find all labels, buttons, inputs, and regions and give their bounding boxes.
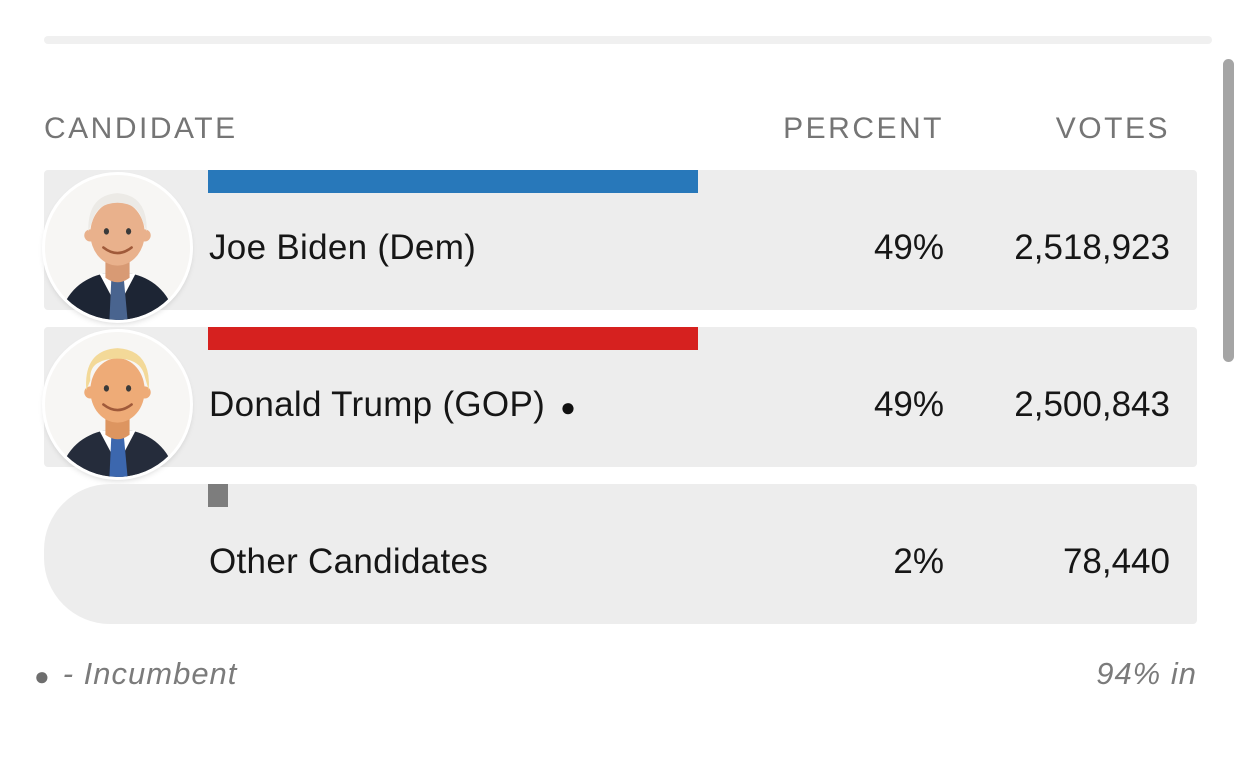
candidate-row-trump: Donald Trump (GOP) ● 49% 2,500,843 [44, 327, 1197, 477]
table-header-row: CANDIDATE PERCENT VOTES [44, 112, 1197, 152]
scrollbar-thumb[interactable] [1223, 59, 1234, 362]
incumbent-legend-label: - Incumbent [62, 656, 238, 691]
candidate-row-other: Other Candidates 2% 78,440 [44, 484, 1197, 624]
candidate-name-label: Donald Trump (GOP) [209, 385, 546, 424]
percent-value: 2% [893, 542, 944, 581]
percent-value: 49% [873, 385, 944, 424]
candidate-name-label: Other Candidates [209, 542, 489, 581]
votes-value: 78,440 [1062, 542, 1170, 581]
column-header-votes: VOTES [1055, 112, 1170, 145]
candidate-row-biden: Joe Biden (Dem) 49% 2,518,923 [44, 170, 1197, 320]
result-bar [208, 170, 698, 193]
votes-value: 2,500,843 [1014, 385, 1170, 424]
column-header-candidate: CANDIDATE [44, 112, 238, 145]
candidate-photo [45, 175, 190, 320]
results-table: CANDIDATE PERCENT VOTES [34, 0, 1197, 766]
table-footer: ● - Incumbent 94% in [34, 656, 1197, 702]
votes-value: 2,518,923 [1014, 228, 1170, 267]
candidate-name: Joe Biden (Dem) [209, 170, 491, 310]
incumbent-dot-icon: ● [560, 392, 577, 422]
percent-value: 49% [873, 228, 944, 267]
candidate-photo [45, 332, 190, 477]
candidate-name: Other Candidates [209, 484, 503, 624]
candidate-name: Donald Trump (GOP) ● [209, 327, 576, 467]
top-divider [44, 36, 1212, 44]
incumbent-legend: ● - Incumbent [34, 656, 237, 692]
candidate-name-label: Joe Biden (Dem) [209, 228, 477, 267]
result-bar [208, 484, 228, 507]
incumbent-dot-icon: ● [34, 660, 51, 691]
result-bar [208, 327, 698, 350]
column-header-percent: PERCENT [783, 112, 944, 145]
precincts-reporting: 94% in [1096, 656, 1197, 691]
